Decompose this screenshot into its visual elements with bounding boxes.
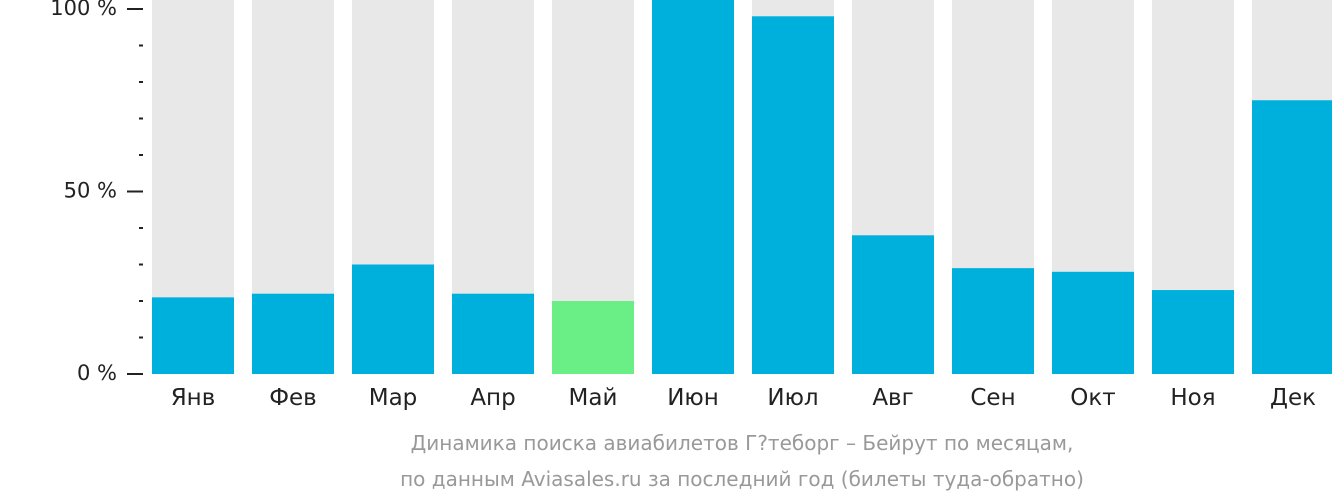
x-tick-label: Авг [872, 385, 913, 411]
y-tick-label: 100 % [50, 0, 117, 20]
bar-chart: 0 % 50 % 100 % Янв Фев Мар Апр Май Июн Июл Авг Сен… [50, 0, 1332, 411]
bar [352, 264, 434, 374]
chart-caption-line-1: Динамика поиска авиабилетов Г?теборг – Б… [410, 431, 1074, 455]
x-tick-label: Июл [767, 385, 818, 411]
x-tick-label: Фев [269, 385, 317, 411]
bar [252, 293, 334, 374]
chart-caption-line-2: по данным Aviasales.ru за последний год … [400, 467, 1084, 491]
y-axis: 0 % 50 % 100 % [50, 0, 143, 385]
x-tick-label: Янв [171, 385, 216, 411]
x-tick-label: Дек [1270, 385, 1316, 411]
bar [1252, 100, 1332, 374]
x-tick-label: Мар [369, 385, 418, 411]
bar [652, 0, 734, 374]
bar [752, 16, 834, 375]
x-tick-label: Апр [470, 385, 515, 411]
x-tick-label: Ноя [1170, 385, 1215, 411]
bar [1052, 271, 1134, 374]
x-tick-label: Май [569, 385, 618, 411]
bars [152, 0, 1332, 375]
bar [1152, 290, 1234, 374]
bar [152, 297, 234, 374]
bar [852, 235, 934, 374]
x-tick-label: Окт [1070, 385, 1115, 411]
x-axis: Янв Фев Мар Апр Май Июн Июл Авг Сен Окт Ноя Дек [171, 385, 1316, 411]
y-tick-label: 50 % [64, 179, 117, 203]
x-tick-label: Сен [970, 385, 1015, 411]
x-tick-label: Июн [667, 385, 719, 411]
bar [452, 293, 534, 374]
bar [952, 268, 1034, 374]
y-tick-label: 0 % [77, 361, 117, 385]
bar [552, 301, 634, 374]
